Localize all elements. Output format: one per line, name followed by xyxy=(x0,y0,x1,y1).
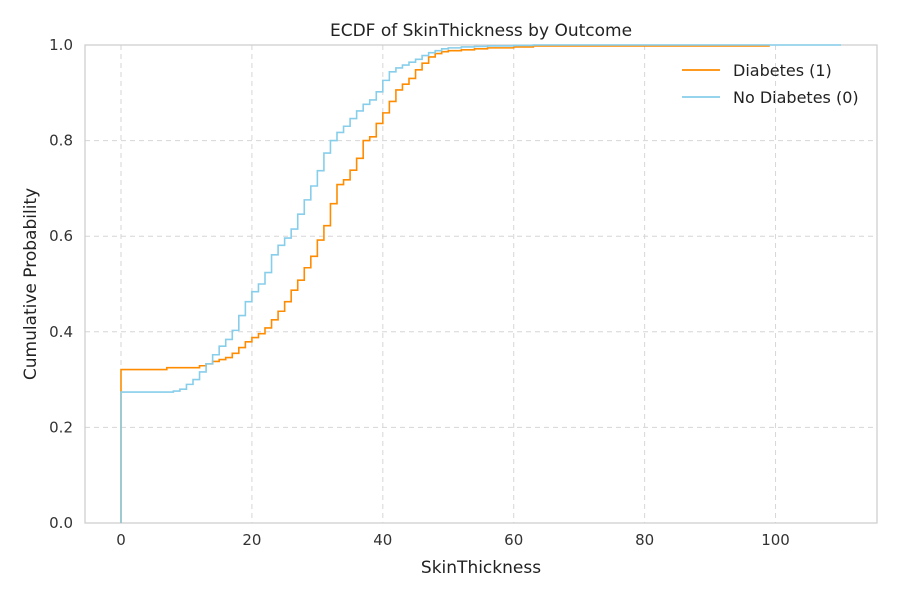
y-tick-label: 0.2 xyxy=(49,418,73,436)
chart-title: ECDF of SkinThickness by Outcome xyxy=(330,21,632,41)
y-tick-label: 0.0 xyxy=(49,514,73,532)
legend: Diabetes (1) No Diabetes (0) xyxy=(682,61,859,107)
tick-labels: 0 20 40 60 80 100 0.0 0.2 0.4 0.6 0.8 1.0 xyxy=(49,36,790,549)
plot-frame xyxy=(84,44,878,524)
x-tick-label: 0 xyxy=(116,531,126,549)
x-axis-label: SkinThickness xyxy=(421,558,541,578)
x-tick-label: 100 xyxy=(761,531,790,549)
x-tick-label: 20 xyxy=(242,531,261,549)
y-tick-label: 0.8 xyxy=(49,132,73,150)
legend-label-1: No Diabetes (0) xyxy=(733,88,859,107)
x-tick-label: 60 xyxy=(504,531,523,549)
series-line-1 xyxy=(120,44,841,523)
y-tick-label: 0.6 xyxy=(49,227,73,245)
x-tick-label: 40 xyxy=(373,531,392,549)
series-line-0 xyxy=(120,45,770,523)
y-axis-label: Cumulative Probability xyxy=(21,188,41,380)
legend-label-0: Diabetes (1) xyxy=(733,61,832,80)
y-tick-label: 1.0 xyxy=(49,36,73,54)
series-layer xyxy=(120,44,841,523)
x-tick-label: 80 xyxy=(635,531,654,549)
grid-lines xyxy=(85,45,877,523)
y-tick-label: 0.4 xyxy=(49,323,73,341)
